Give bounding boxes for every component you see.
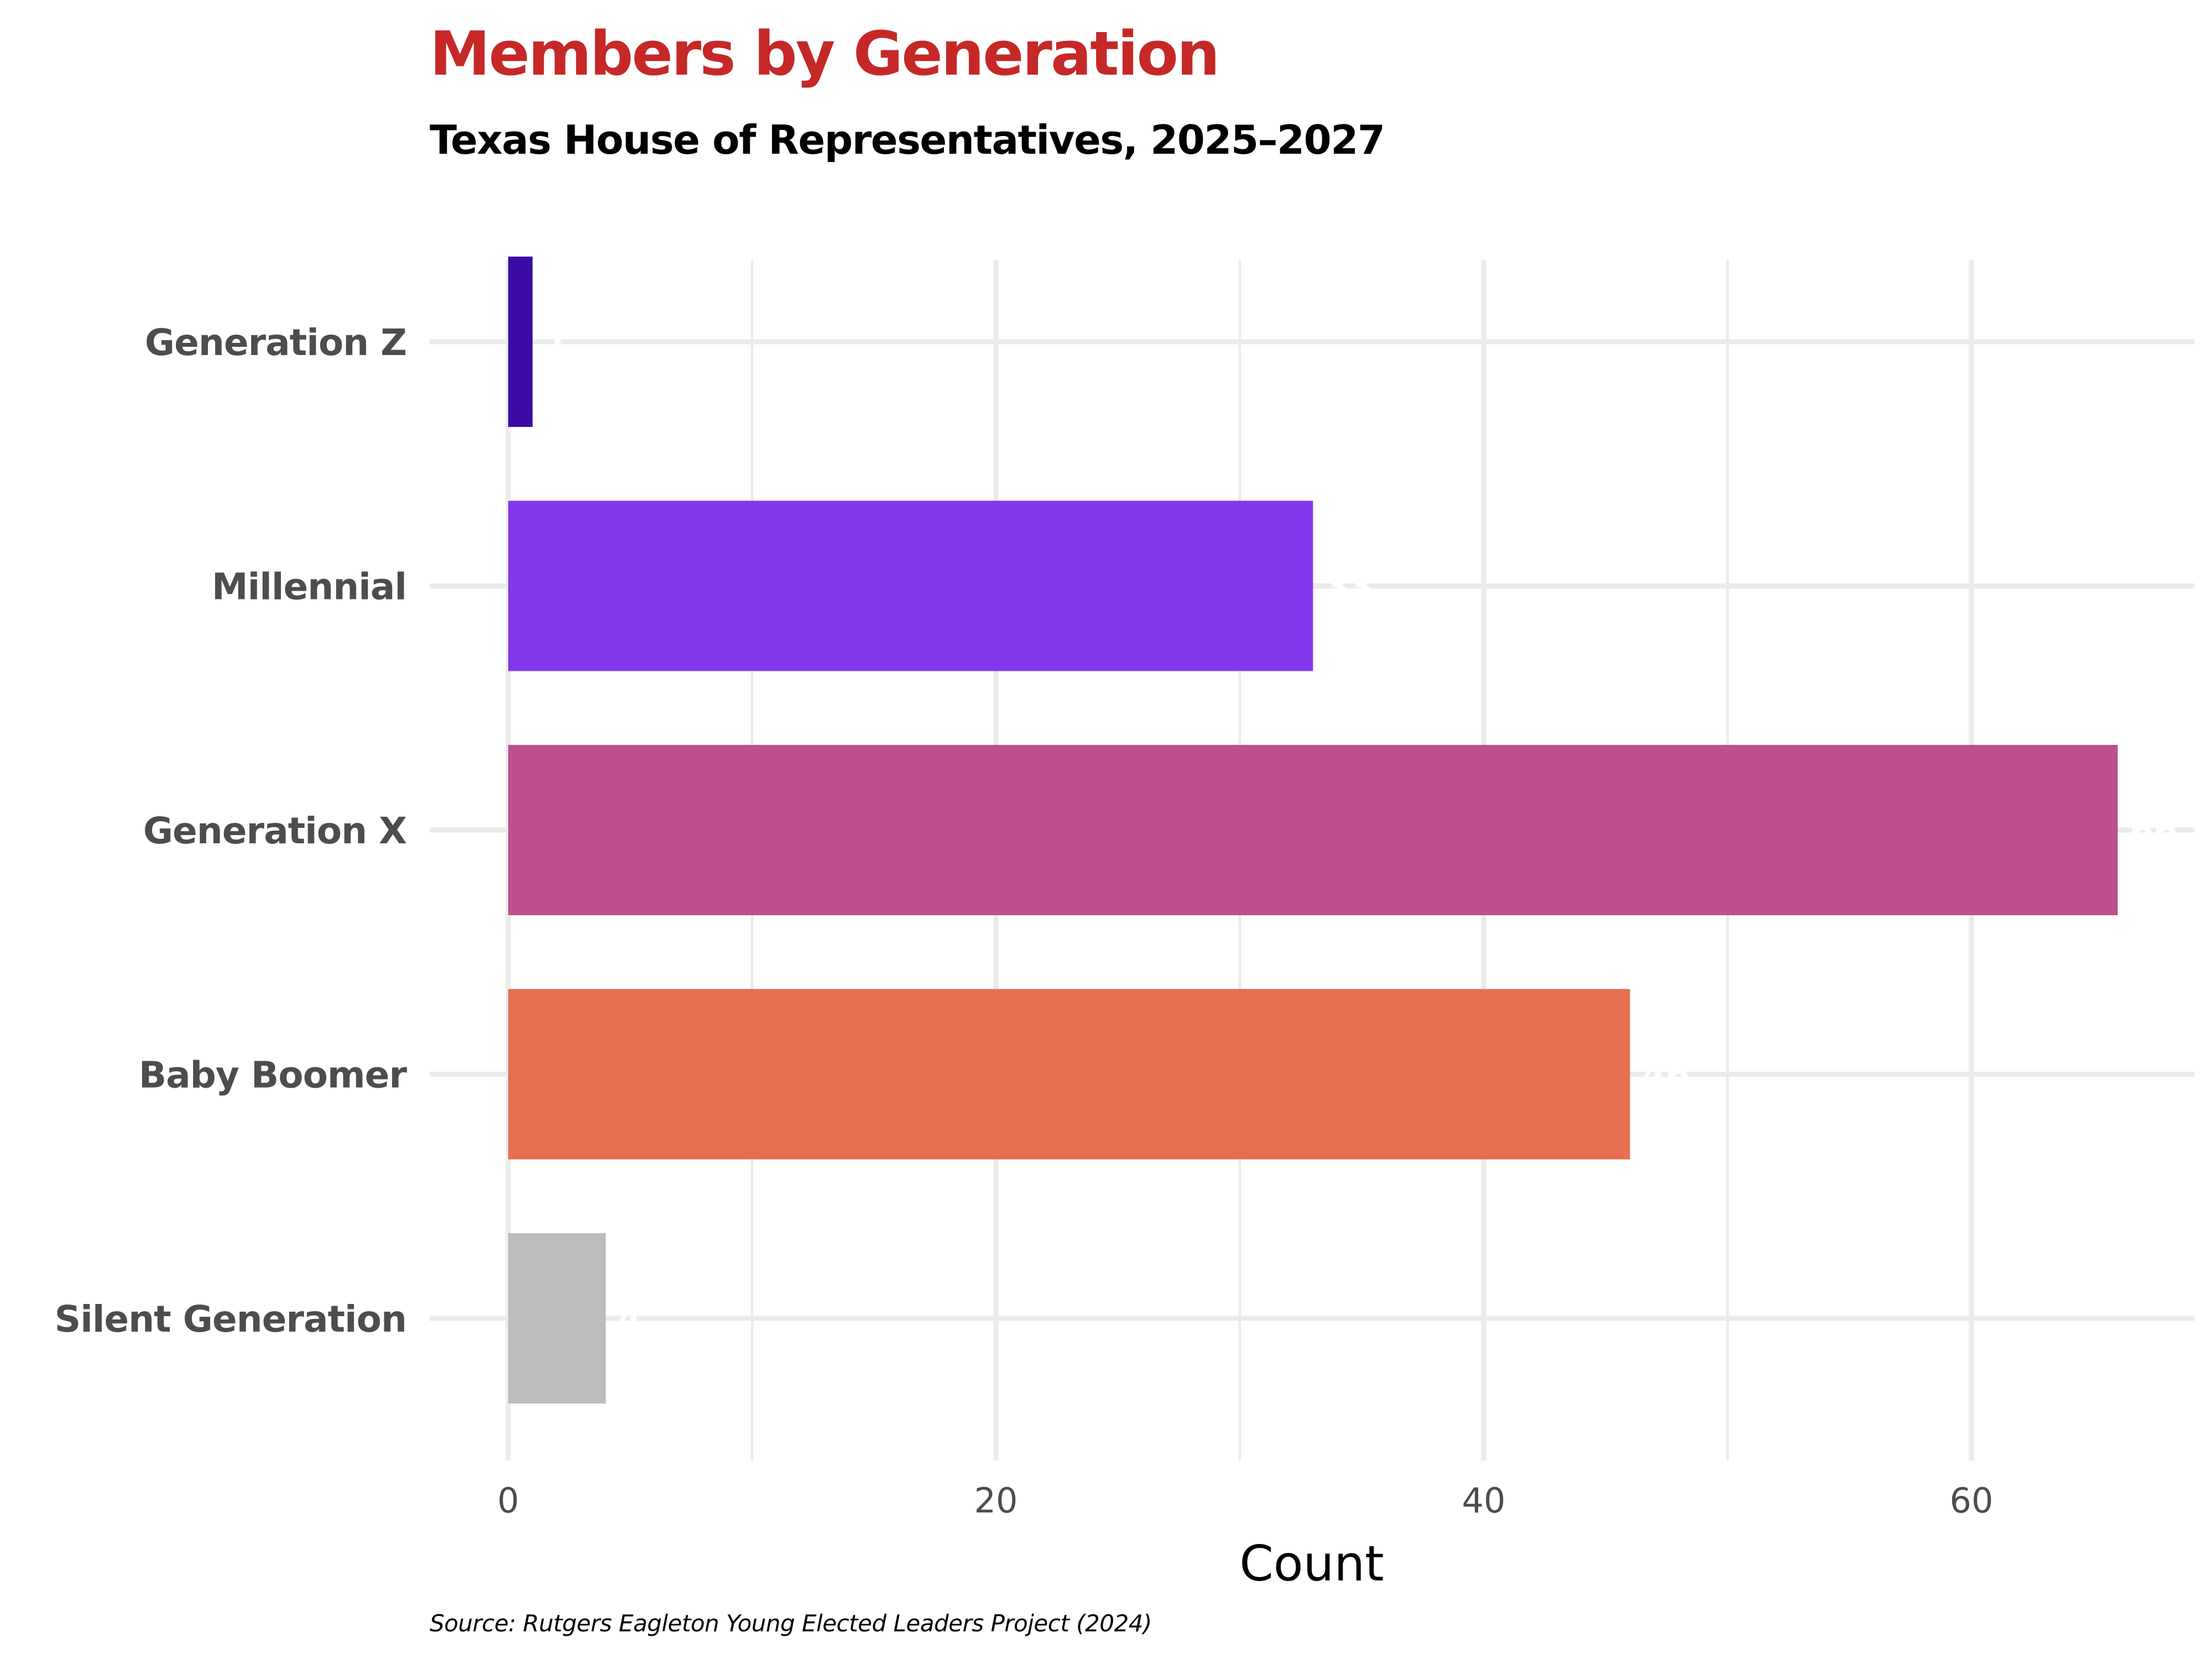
bar [508,257,533,427]
category-label: Generation Z [145,321,406,364]
category-label: Millennial [212,566,406,608]
chart-title: Members by Generation [430,18,1218,89]
chart-subtitle: Texas House of Representatives, 2025–202… [430,117,1384,163]
bar-value-label: 4 [618,1298,641,1339]
category-label: Baby Boomer [139,1054,408,1097]
bar [508,745,2118,915]
category-label: Silent Generation [55,1298,406,1340]
x-axis-title: Count [1239,1535,1384,1592]
bar-value-label: 46 [1642,1055,1690,1095]
bar [508,989,1630,1160]
bar [508,1233,606,1404]
x-tick-label: 40 [1462,1480,1506,1521]
category-labels: Generation Z Millennial Generation X Baby B… [55,321,408,1340]
x-tick-label: 60 [1950,1480,1994,1521]
source-caption: Source: Rutgers Eagleton Young Elected L… [430,1610,1152,1637]
bars: 1 33 66 46 4 [508,257,2178,1404]
x-tick-label: 20 [974,1480,1018,1521]
category-label: Generation X [143,810,406,852]
bar-value-label: 1 [545,322,568,362]
bar [508,500,1313,671]
x-tick-labels: 0 20 40 60 [497,1480,1993,1521]
bar-value-label: 66 [2130,810,2178,851]
x-tick-label: 0 [497,1480,519,1521]
bar-value-label: 33 [1325,566,1373,607]
